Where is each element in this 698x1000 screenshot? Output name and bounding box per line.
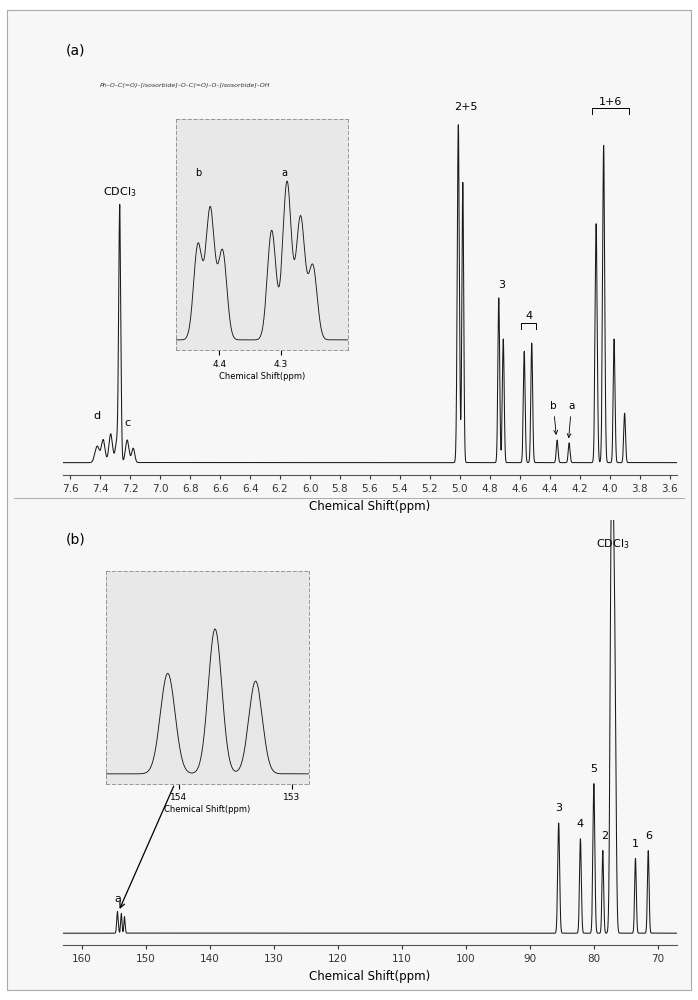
Text: 3: 3 (498, 280, 505, 290)
Text: 1+6: 1+6 (599, 97, 622, 107)
Text: d: d (94, 411, 101, 421)
Text: 4: 4 (577, 819, 584, 829)
Text: CDCl$_3$: CDCl$_3$ (596, 538, 630, 551)
Text: 3: 3 (555, 803, 562, 813)
Text: b: b (550, 401, 558, 434)
Text: CDCl$_3$: CDCl$_3$ (103, 185, 137, 199)
Text: c: c (124, 418, 131, 428)
Text: a: a (567, 401, 574, 438)
X-axis label: Chemical Shift(ppm): Chemical Shift(ppm) (309, 970, 431, 983)
Text: 2: 2 (601, 831, 609, 841)
Text: 5: 5 (591, 764, 597, 774)
Text: (a): (a) (66, 43, 85, 57)
Text: 2+5: 2+5 (454, 102, 477, 112)
Text: (b): (b) (66, 533, 86, 547)
Text: 1: 1 (632, 839, 639, 849)
X-axis label: Chemical Shift(ppm): Chemical Shift(ppm) (309, 500, 431, 513)
Text: Ph–O–C(=O)–[isosorbide]–O–C(=O)–O–[isosorbide]–OH: Ph–O–C(=O)–[isosorbide]–O–C(=O)–O–[isoso… (100, 83, 270, 88)
Text: 6: 6 (645, 831, 652, 841)
Text: 4: 4 (525, 311, 533, 321)
Text: a: a (114, 894, 121, 904)
